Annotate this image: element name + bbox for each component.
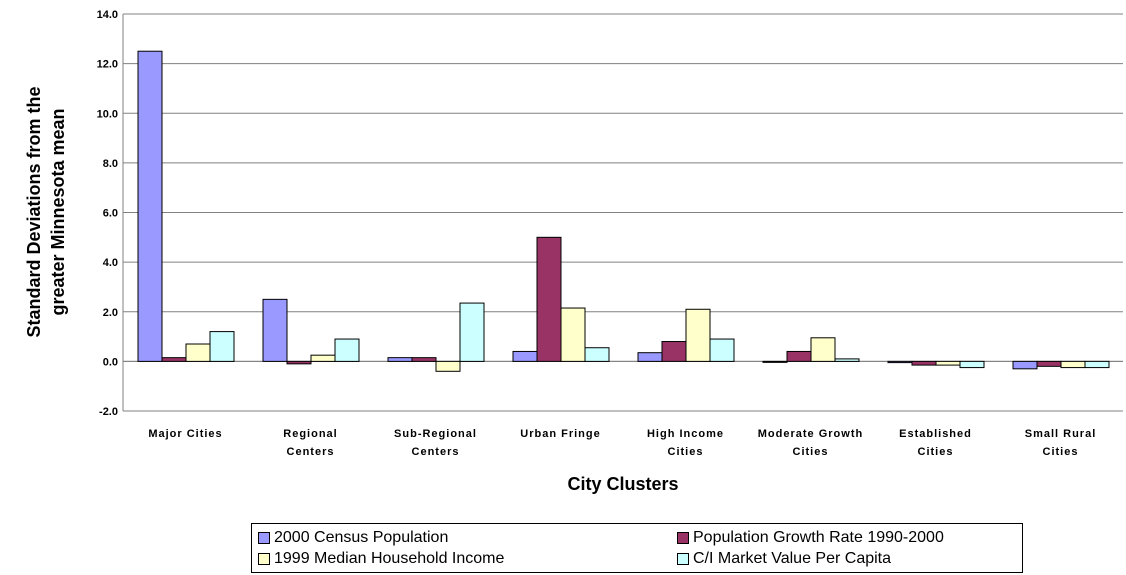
bar bbox=[459, 302, 485, 362]
x-tick-label: Established bbox=[899, 428, 972, 440]
legend-swatch bbox=[258, 532, 270, 544]
x-tick-label: Sub-Regional bbox=[394, 428, 477, 440]
bar bbox=[161, 357, 187, 362]
bar bbox=[685, 308, 711, 362]
bar bbox=[1060, 360, 1086, 369]
bar bbox=[286, 360, 312, 365]
legend-item: Population Growth Rate 1990-2000 bbox=[677, 529, 944, 547]
legend-label: 2000 Census Population bbox=[274, 529, 449, 546]
y-tick-label: 0.0 bbox=[103, 356, 118, 368]
x-tick-label: Cities bbox=[918, 446, 954, 458]
x-tick-label: Major Cities bbox=[148, 428, 222, 440]
bar bbox=[209, 331, 235, 362]
legend: 2000 Census Population Population Growth … bbox=[251, 523, 1023, 573]
legend-swatch bbox=[677, 532, 689, 544]
bar bbox=[1036, 360, 1062, 367]
bar bbox=[584, 347, 610, 362]
bar bbox=[959, 360, 985, 369]
bar bbox=[709, 338, 735, 362]
y-axis-title: Standard Deviations from the bbox=[24, 86, 44, 337]
x-tick-label: Cities bbox=[668, 446, 704, 458]
bar bbox=[536, 236, 562, 362]
x-tick-label: Cities bbox=[793, 446, 829, 458]
bar bbox=[560, 307, 586, 362]
bar bbox=[935, 360, 961, 366]
legend-swatch bbox=[258, 553, 270, 565]
bar bbox=[1084, 360, 1110, 369]
bar bbox=[137, 50, 163, 362]
legend-item: 1999 Median Household Income bbox=[258, 550, 504, 568]
bar bbox=[435, 360, 461, 372]
bar bbox=[411, 357, 437, 362]
bar-chart: 14.0 12.0 10.0 8.0 6.0 4.0 2.0 0.0 -2.0 Major Cit… bbox=[24, 9, 1123, 494]
legend-label: C/I Market Value Per Capita bbox=[693, 550, 892, 567]
legend-swatch bbox=[677, 553, 689, 565]
bar bbox=[262, 298, 288, 362]
bar bbox=[185, 343, 211, 362]
bar bbox=[762, 360, 788, 363]
x-tick-label: Moderate Growth bbox=[758, 428, 863, 440]
y-tick-label: 6.0 bbox=[103, 208, 118, 220]
bar bbox=[810, 337, 836, 362]
y-tick-label: -2.0 bbox=[99, 406, 118, 418]
x-tick-label: Centers bbox=[412, 446, 460, 458]
x-tick-label: Regional bbox=[283, 428, 337, 440]
legend-item: C/I Market Value Per Capita bbox=[677, 550, 891, 568]
bar bbox=[786, 350, 812, 362]
bar bbox=[334, 338, 360, 362]
bar bbox=[1012, 360, 1038, 370]
bar bbox=[661, 341, 687, 362]
x-tick-label: Urban Fringe bbox=[520, 428, 600, 440]
x-tick-label: High Income bbox=[647, 428, 724, 440]
bar bbox=[310, 354, 336, 362]
legend-label: Population Growth Rate 1990-2000 bbox=[693, 529, 944, 546]
y-tick-label: 10.0 bbox=[97, 108, 118, 120]
x-axis-title: City Clusters bbox=[567, 474, 678, 494]
x-tick-label: Centers bbox=[287, 446, 335, 458]
legend-label: 1999 Median Household Income bbox=[274, 550, 505, 567]
bar bbox=[911, 360, 937, 366]
legend-item: 2000 Census Population bbox=[258, 529, 448, 547]
y-axis-title: greater Minnesota mean bbox=[48, 108, 68, 315]
bar bbox=[834, 358, 860, 362]
y-tick-label: 12.0 bbox=[97, 59, 118, 71]
y-tick-label: 2.0 bbox=[103, 307, 118, 319]
bar bbox=[387, 357, 413, 362]
bar bbox=[887, 360, 913, 364]
bar bbox=[637, 352, 663, 362]
bar bbox=[512, 350, 538, 362]
y-tick-label: 8.0 bbox=[103, 158, 118, 170]
y-tick-label: 14.0 bbox=[97, 9, 118, 21]
x-tick-label: Cities bbox=[1043, 446, 1079, 458]
y-tick-label: 4.0 bbox=[103, 257, 118, 269]
x-tick-label: Small Rural bbox=[1025, 428, 1097, 440]
